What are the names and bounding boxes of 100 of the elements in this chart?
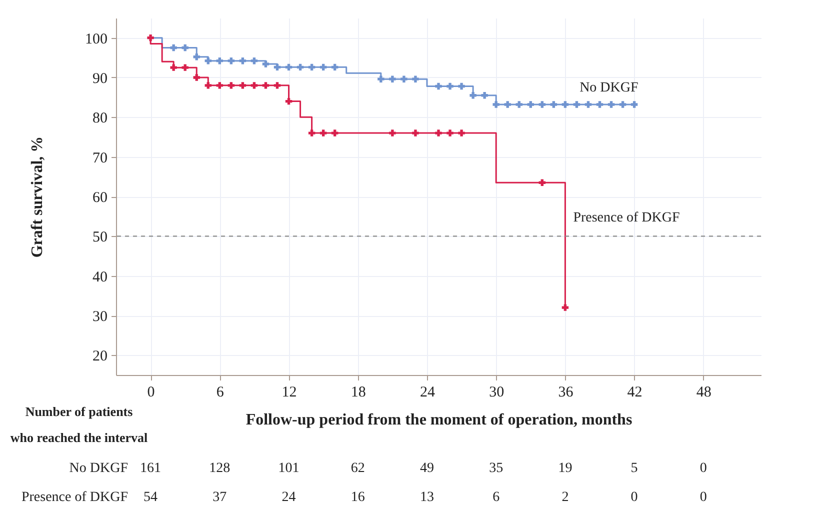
point — [458, 82, 465, 90]
point — [147, 34, 154, 42]
x-tick-label: 36 — [558, 384, 574, 400]
point — [182, 64, 188, 71]
point — [228, 82, 235, 89]
point — [250, 57, 258, 64]
point — [331, 64, 338, 71]
point — [562, 304, 569, 311]
point — [470, 92, 476, 99]
y-tick-label: 90 — [92, 71, 108, 87]
point — [516, 101, 522, 108]
text: 0 — [630, 490, 638, 505]
point — [527, 101, 534, 108]
point — [204, 57, 212, 64]
y-tick-label: 40 — [92, 269, 108, 286]
point — [250, 82, 258, 89]
point — [274, 64, 281, 71]
text: 54 — [144, 490, 158, 505]
text: 101 — [278, 461, 300, 476]
point — [204, 82, 212, 89]
point — [239, 57, 246, 64]
y-tick-label: 50 — [92, 230, 108, 246]
point — [446, 82, 454, 90]
y-tick-label: 30 — [92, 309, 108, 325]
x-tick-label: 0 — [147, 384, 155, 400]
point — [331, 130, 338, 136]
x-tick-label: 6 — [216, 384, 224, 400]
text: 35 — [489, 461, 504, 476]
point — [262, 60, 270, 68]
text: 5 — [630, 461, 638, 476]
point — [285, 64, 292, 71]
text: 6 — [492, 490, 500, 505]
text: 24 — [282, 490, 296, 505]
x-tick-label: 18 — [350, 384, 366, 400]
point — [492, 101, 500, 108]
point — [285, 98, 292, 105]
point — [320, 64, 327, 71]
point — [630, 101, 638, 108]
y-tick-label: 100 — [85, 31, 108, 48]
y-tick-label: 70 — [92, 150, 108, 166]
point — [562, 101, 569, 108]
point — [308, 130, 316, 136]
text: 128 — [209, 461, 230, 476]
text: 49 — [420, 461, 434, 476]
text: No DKGF — [69, 461, 128, 476]
point — [573, 101, 580, 108]
text: 16 — [350, 490, 365, 505]
text: 0 — [700, 490, 707, 505]
point — [216, 82, 224, 89]
point — [274, 82, 281, 89]
point — [262, 82, 270, 89]
y-tick-label: 20 — [92, 348, 108, 365]
y-tick-label: 60 — [92, 190, 108, 206]
x-tick-label: 48 — [696, 384, 712, 400]
point — [435, 82, 442, 90]
x-tick-label: 30 — [489, 384, 504, 400]
point — [619, 101, 626, 108]
point — [239, 82, 246, 89]
point — [170, 44, 177, 52]
point — [216, 57, 224, 64]
point — [182, 44, 188, 52]
point — [320, 130, 327, 136]
point — [296, 64, 304, 71]
point — [308, 64, 316, 71]
point — [435, 130, 442, 136]
y-axis-title: Graft survival, % — [29, 136, 46, 258]
text: 37 — [212, 490, 227, 505]
point — [584, 101, 592, 108]
text: 2 — [562, 490, 569, 505]
point — [412, 76, 419, 82]
text: 62 — [350, 461, 365, 476]
x-tick-label: 24 — [420, 384, 436, 400]
text: 161 — [140, 461, 162, 476]
point — [550, 101, 558, 108]
point — [400, 76, 408, 82]
point — [608, 101, 615, 108]
point — [170, 64, 177, 71]
point — [458, 130, 465, 136]
text: 19 — [558, 461, 572, 476]
point — [193, 54, 200, 60]
point — [481, 92, 488, 99]
series-label: Presence of DKGF — [573, 210, 680, 226]
point — [538, 101, 546, 108]
text: who reached the interval — [10, 430, 148, 445]
point — [412, 130, 419, 136]
point — [389, 130, 396, 136]
text: 0 — [700, 461, 707, 476]
y-tick-label: 80 — [92, 110, 108, 127]
point — [193, 74, 200, 81]
point — [228, 57, 235, 64]
point — [504, 101, 511, 108]
point — [378, 76, 384, 82]
text: Number of patients — [25, 404, 133, 419]
point — [596, 101, 604, 108]
x-axis-title: Follow-up period from the moment of operation, months — [246, 412, 632, 428]
x-tick-label: 42 — [627, 384, 642, 400]
text: 13 — [420, 490, 434, 505]
point — [389, 76, 396, 82]
point — [446, 130, 454, 136]
series-label: No DKGF — [580, 80, 639, 96]
